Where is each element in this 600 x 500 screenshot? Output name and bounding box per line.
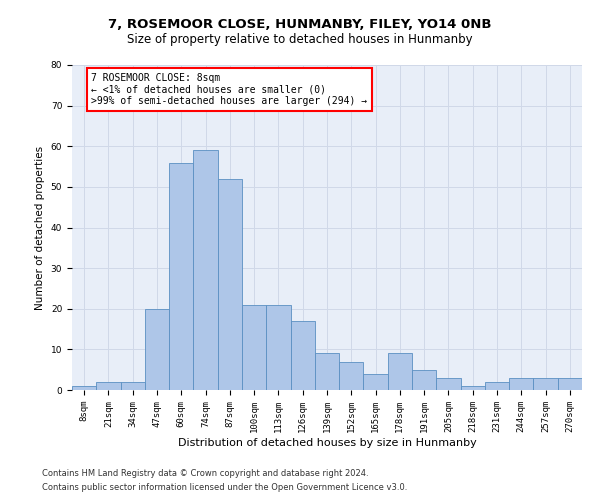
Bar — [72, 386, 96, 390]
Bar — [218, 179, 242, 390]
Bar — [266, 304, 290, 390]
Bar — [145, 308, 169, 390]
Bar — [339, 362, 364, 390]
Bar — [96, 382, 121, 390]
Bar — [315, 354, 339, 390]
Bar — [364, 374, 388, 390]
Text: Contains HM Land Registry data © Crown copyright and database right 2024.: Contains HM Land Registry data © Crown c… — [42, 468, 368, 477]
Bar — [242, 304, 266, 390]
Bar — [558, 378, 582, 390]
Bar — [509, 378, 533, 390]
Bar — [485, 382, 509, 390]
Bar — [290, 321, 315, 390]
Text: Contains public sector information licensed under the Open Government Licence v3: Contains public sector information licen… — [42, 484, 407, 492]
Bar — [412, 370, 436, 390]
Bar — [533, 378, 558, 390]
Text: Size of property relative to detached houses in Hunmanby: Size of property relative to detached ho… — [127, 32, 473, 46]
X-axis label: Distribution of detached houses by size in Hunmanby: Distribution of detached houses by size … — [178, 438, 476, 448]
Bar — [121, 382, 145, 390]
Y-axis label: Number of detached properties: Number of detached properties — [35, 146, 45, 310]
Bar — [193, 150, 218, 390]
Bar — [169, 162, 193, 390]
Text: 7 ROSEMOOR CLOSE: 8sqm
← <1% of detached houses are smaller (0)
>99% of semi-det: 7 ROSEMOOR CLOSE: 8sqm ← <1% of detached… — [91, 73, 368, 106]
Text: 7, ROSEMOOR CLOSE, HUNMANBY, FILEY, YO14 0NB: 7, ROSEMOOR CLOSE, HUNMANBY, FILEY, YO14… — [108, 18, 492, 30]
Bar — [388, 354, 412, 390]
Bar — [436, 378, 461, 390]
Bar — [461, 386, 485, 390]
